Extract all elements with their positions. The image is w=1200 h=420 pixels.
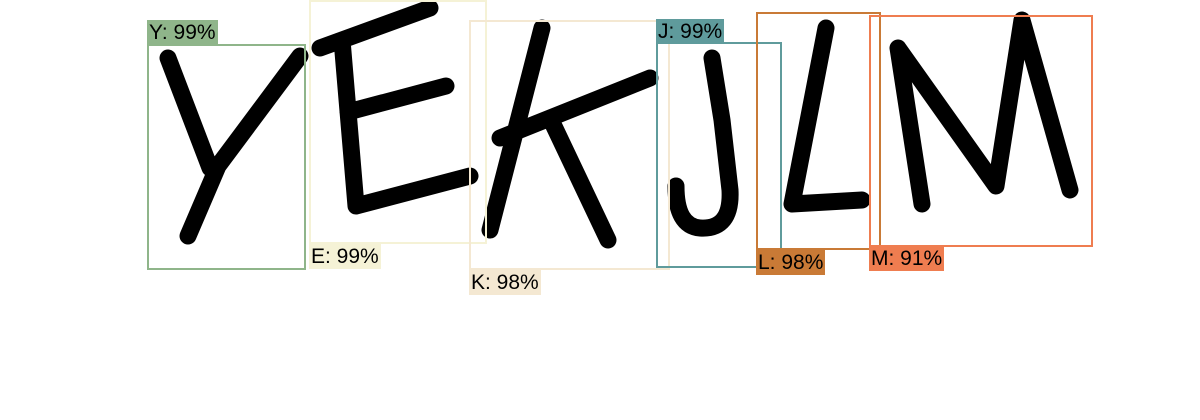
label-tag-y: Y: 99%: [147, 20, 218, 45]
bounding-box-l: [756, 12, 881, 250]
bounding-box-k: [469, 20, 670, 270]
label-tag-k: K: 98%: [469, 270, 541, 295]
bounding-box-e: [309, 0, 487, 244]
label-tag-l: L: 98%: [756, 250, 826, 275]
bounding-box-y: [147, 44, 306, 270]
label-tag-j: J: 99%: [656, 19, 725, 44]
letter-y-stroke: [159, 47, 309, 245]
letter-l-stroke: [783, 19, 871, 213]
letter-k-stroke: [481, 19, 659, 249]
letter-m-stroke: [889, 11, 1079, 213]
label-tag-m: M: 91%: [869, 246, 945, 271]
letter-e-stroke: [311, 0, 479, 215]
label-tag-e: E: 99%: [309, 244, 381, 269]
letter-j-stroke: [667, 49, 739, 237]
bounding-box-m: [869, 15, 1093, 247]
